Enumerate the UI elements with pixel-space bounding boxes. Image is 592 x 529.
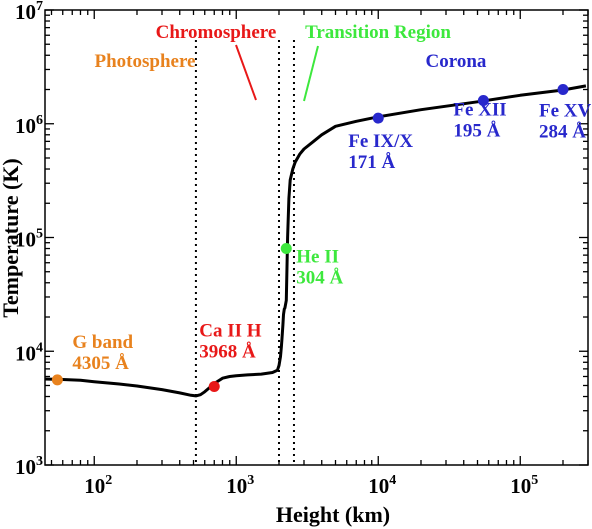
line-marker-dot — [557, 84, 569, 96]
line-marker-dot — [208, 380, 220, 392]
line-marker-dot — [280, 243, 292, 255]
line-label-text: 304 Å — [296, 268, 343, 289]
plot-frame — [44, 9, 589, 466]
y-tick-label: 103 — [15, 454, 43, 479]
y-tick-label: 105 — [15, 227, 43, 252]
line-label-text: Fe XII — [453, 100, 506, 121]
line-label-text: Fe IX/X — [348, 131, 413, 152]
region-boundaries — [194, 40, 295, 465]
line-marker-dot — [372, 112, 384, 124]
x-tick-label: 103 — [226, 473, 254, 498]
line-marker-dot — [51, 374, 63, 386]
line-label-text: 4305 Å — [72, 353, 129, 374]
region-label: Transition Region — [305, 22, 451, 43]
x-tick-label: 104 — [368, 473, 396, 498]
y-tick-label: 104 — [15, 340, 43, 365]
line-label-text: He II — [296, 247, 339, 268]
line-label-text: 3968 Å — [199, 341, 256, 362]
region-pointer-line — [303, 45, 319, 102]
y-tick-label: 107 — [15, 0, 43, 24]
region-label: Photosphere — [95, 51, 196, 72]
line-label-text: 195 Å — [453, 121, 500, 142]
axes-frame: 102 103 104 105 103 104 105 106 107 — [15, 0, 589, 498]
y-axis-title: Temperature (K) — [0, 158, 23, 317]
line-marker-dot — [477, 95, 489, 107]
line-label-text: 171 Å — [348, 152, 395, 173]
x-tick-label: 102 — [84, 473, 112, 498]
line-label-text: Fe XV — [539, 101, 592, 122]
region-label: Chromosphere — [156, 22, 277, 43]
temperature-profile-line — [44, 84, 587, 398]
line-label-text: 284 Å — [539, 122, 586, 143]
markers-group — [51, 84, 569, 392]
line-label-text: G band — [72, 332, 133, 353]
region-pointer-line — [235, 44, 257, 101]
region-label: Corona — [426, 51, 487, 72]
x-axis-title: Height (km) — [276, 502, 390, 527]
x-tick-label: 105 — [510, 473, 538, 498]
series-group — [44, 84, 587, 398]
y-tick-label: 106 — [15, 113, 43, 138]
line-label-text: Ca II H — [199, 320, 262, 341]
